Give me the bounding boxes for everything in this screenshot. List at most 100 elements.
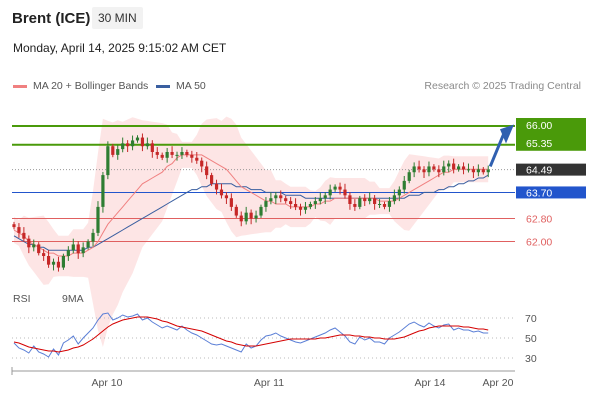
candle-body (279, 195, 283, 199)
candle-body (185, 152, 189, 155)
candle-body (313, 201, 317, 204)
instrument-title: Brent (ICE) (12, 10, 91, 27)
candle-body (224, 195, 229, 199)
candle-body (130, 140, 135, 147)
level-tag-bg (516, 140, 586, 151)
candle-body (338, 186, 342, 190)
candle-body (27, 238, 31, 248)
candle-body (437, 169, 441, 173)
candle-body (363, 198, 367, 202)
research-credit: Research © 2025 Trading Central (424, 80, 581, 92)
candle-body (145, 143, 149, 147)
candle-body (205, 166, 209, 176)
candle-body (121, 143, 125, 150)
candle-body (432, 166, 436, 170)
candle-body (259, 206, 263, 216)
candle-body (81, 247, 85, 254)
candle-body (249, 212, 253, 219)
level-label: 62.00 (526, 237, 552, 249)
candle-body (328, 189, 332, 196)
candle-body (481, 169, 485, 173)
candle-body (71, 244, 75, 251)
level-tag-bg (516, 186, 586, 199)
legend-swatch (156, 84, 170, 88)
candle-body (392, 195, 396, 202)
legend-label: 9MA (62, 293, 84, 305)
candle-body (373, 198, 377, 204)
candle-body (180, 152, 184, 155)
candle-body (377, 204, 382, 205)
candle-body (12, 224, 16, 228)
candle-body (308, 204, 312, 207)
candle-body (42, 253, 46, 256)
candle-body (219, 189, 224, 196)
candle-body (387, 201, 392, 207)
candle-body (61, 256, 65, 268)
candle-body (210, 175, 214, 184)
candle-body (165, 152, 169, 158)
resistance-zone-tag (516, 118, 586, 144)
level-label: 66.00 (526, 120, 552, 132)
rsi-tick-label: 70 (525, 313, 537, 325)
candle-body (190, 154, 194, 158)
candle-body (353, 204, 357, 207)
forecast-arrow-head (500, 124, 514, 144)
candle-body (200, 160, 204, 167)
candle-body (303, 206, 308, 210)
candle-body (397, 189, 401, 196)
candle-body (32, 244, 36, 248)
legend-ma50: MA 50 (156, 80, 206, 92)
candle-body (323, 195, 327, 199)
candle-body (76, 244, 80, 254)
legend-rsi: RSI (13, 293, 31, 305)
level-label: 63.70 (526, 187, 552, 199)
candle-body (51, 261, 56, 265)
candle-body (37, 244, 41, 254)
forecast-arrow (488, 132, 506, 168)
candle-body (214, 183, 219, 190)
legend-label: MA 50 (176, 80, 206, 92)
candle-body (140, 137, 145, 147)
candle-body (348, 195, 352, 204)
candle-body (298, 206, 303, 210)
candle-body (343, 189, 347, 196)
timeframe-badge[interactable]: 30 MIN (92, 7, 143, 29)
legend-swatch (13, 84, 27, 88)
candle-body (66, 250, 70, 256)
candle-body (274, 195, 278, 199)
candle-body (195, 157, 199, 161)
candle-body (56, 261, 61, 268)
candle-body (160, 154, 164, 158)
candle-body (486, 169, 490, 173)
candle-body (239, 215, 243, 222)
candle-body (116, 149, 120, 155)
candle-body (175, 154, 179, 156)
candle-body (466, 169, 471, 171)
ma20-line (13, 154, 489, 257)
candle-body (447, 163, 451, 167)
candle-body (254, 215, 258, 219)
candle-body (333, 186, 337, 190)
candle-body (452, 163, 456, 170)
candle-body (422, 169, 426, 173)
candle-body (170, 152, 174, 155)
legend-label: RSI (13, 293, 31, 305)
candle-body (402, 180, 406, 190)
level-label: 62.80 (526, 213, 552, 225)
candle-body (101, 175, 105, 207)
rsi-tick-label: 30 (525, 353, 537, 365)
candle-body (318, 198, 322, 202)
candle-body (358, 198, 362, 207)
legend-label: MA 20 + Bollinger Bands (33, 80, 149, 92)
candle-body (234, 206, 238, 216)
x-tick-label: Apr 10 (92, 377, 123, 389)
level-label: 65.35 (526, 138, 552, 150)
legend-rsi-ma: 9MA (62, 293, 84, 305)
level-tag-bg (516, 163, 586, 176)
candle-body (17, 227, 21, 233)
candle-body (46, 256, 51, 265)
candle-body (417, 166, 421, 170)
candle-body (106, 146, 110, 176)
candle-body (427, 166, 431, 173)
